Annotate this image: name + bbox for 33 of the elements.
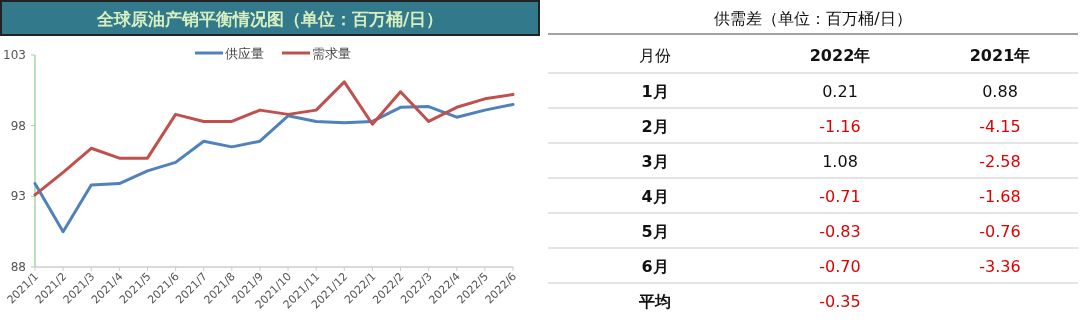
data-label: 1.08 xyxy=(822,152,858,171)
data-label: -0.83 xyxy=(819,222,861,241)
data-label: -0.71 xyxy=(819,187,861,206)
legend-label: 需求量 xyxy=(312,46,351,61)
legend-label: 供应量 xyxy=(225,46,264,61)
y-tick-label: 88 xyxy=(10,260,26,274)
y-axis-title: 月份 xyxy=(639,46,671,65)
y-tick-label: 平均 xyxy=(638,292,671,311)
data-label: -4.15 xyxy=(979,117,1021,136)
x-tick-label: 2022年 xyxy=(809,46,871,65)
data-label: -2.58 xyxy=(979,152,1021,171)
data-label: -0.70 xyxy=(819,257,861,276)
y-tick-label: 103 xyxy=(3,48,26,62)
y-tick-label: 5月 xyxy=(641,222,669,241)
y-tick-label: 98 xyxy=(10,118,26,133)
data-label: -0.76 xyxy=(979,222,1021,241)
line-series xyxy=(33,80,515,197)
y-tick-label: 2月 xyxy=(641,117,669,136)
y-tick-label: 93 xyxy=(10,189,26,204)
x-tick-label: 2021年 xyxy=(969,46,1031,65)
data-label: -1.68 xyxy=(979,187,1021,206)
y-tick-label: 4月 xyxy=(641,187,669,206)
chart-title: 全球原油产销平衡情况图（单位：百万桶/日） xyxy=(95,9,444,29)
chart-title: 供需差（单位：百万桶/日） xyxy=(714,9,912,28)
data-label: 0.21 xyxy=(822,82,858,101)
data-label: -1.16 xyxy=(819,117,861,136)
data-label: 0.88 xyxy=(982,82,1018,101)
line-series xyxy=(33,102,515,234)
y-tick-label: 1月 xyxy=(641,82,669,101)
data-label: -0.35 xyxy=(819,292,861,311)
data-label: -3.36 xyxy=(979,257,1021,276)
y-tick-label: 6月 xyxy=(641,257,669,276)
y-tick-label: 3月 xyxy=(641,152,669,171)
